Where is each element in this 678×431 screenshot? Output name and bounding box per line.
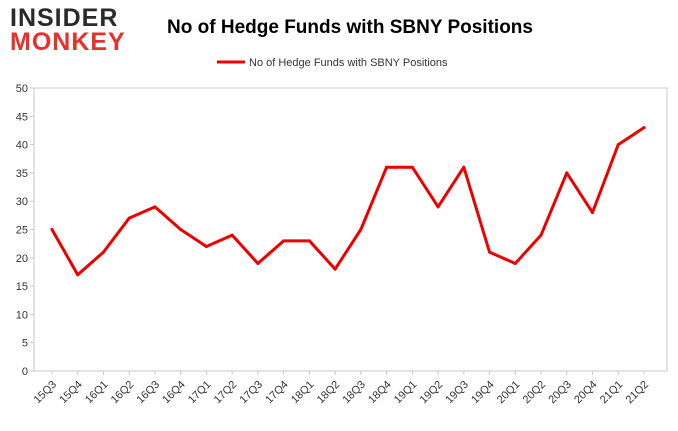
data-point (153, 205, 157, 209)
y-axis: 0 5 10 15 20 25 30 35 40 45 50 (16, 83, 34, 378)
data-point (616, 143, 620, 147)
y-tick-label: 35 (16, 168, 28, 180)
x-tick-label: 19Q4 (469, 379, 497, 407)
x-tick-label: 15Q4 (57, 379, 85, 407)
data-point (307, 239, 311, 243)
data-point (76, 273, 80, 277)
insider-monkey-logo: INSIDER MONKEY (10, 4, 126, 56)
y-tick-label: 50 (16, 83, 28, 95)
data-point (282, 239, 286, 243)
data-point (359, 228, 363, 231)
x-tick-label: 18Q4 (366, 379, 394, 407)
data-point (230, 233, 234, 237)
x-tick-label: 20Q4 (572, 379, 600, 407)
data-point (204, 244, 208, 248)
x-tick-label: 20Q2 (521, 379, 549, 407)
x-tick-label: 16Q2 (109, 379, 137, 407)
x-tick-label: 17Q3 (238, 379, 266, 407)
data-point (539, 233, 543, 237)
x-tick-label: 19Q3 (443, 379, 471, 407)
data-point (101, 250, 105, 254)
x-tick-label: 16Q3 (135, 379, 163, 407)
data-point (462, 165, 466, 169)
series-layer (50, 126, 646, 277)
data-point (488, 250, 492, 254)
data-point (256, 261, 260, 265)
data-point (591, 211, 595, 215)
x-tick-label: 17Q1 (186, 379, 214, 407)
y-tick-label: 15 (16, 281, 28, 293)
data-point (513, 261, 517, 265)
x-tick-label: 18Q2 (315, 379, 343, 407)
x-tick-label: 15Q3 (32, 379, 60, 407)
chart-title: No of Hedge Funds with SBNY Positions (167, 17, 533, 38)
y-tick-label: 25 (16, 225, 28, 237)
data-point (127, 216, 131, 220)
y-tick-label: 0 (22, 366, 28, 378)
y-tick-label: 45 (16, 111, 28, 123)
x-tick-label: 17Q4 (263, 379, 291, 407)
y-tick-label: 5 (22, 338, 28, 350)
x-tick-label: 16Q1 (83, 379, 111, 407)
logo-line-2: MONKEY (10, 28, 126, 56)
data-point (565, 171, 569, 175)
data-point (642, 126, 646, 130)
legend-label: No of Hedge Funds with SBNY Positions (249, 57, 448, 69)
y-tick-label: 20 (16, 253, 28, 265)
x-tick-label: 20Q1 (495, 379, 523, 407)
x-tick-label: 17Q2 (212, 379, 240, 407)
data-point (179, 228, 183, 231)
x-tick-label: 18Q1 (289, 379, 317, 407)
data-point (410, 165, 414, 169)
series-line (50, 126, 646, 277)
data-point (50, 228, 54, 231)
y-tick-label: 30 (16, 196, 28, 208)
data-point (333, 267, 337, 271)
y-tick-label: 40 (16, 140, 28, 152)
plot-area (33, 87, 668, 372)
x-tick-label: 18Q3 (340, 379, 368, 407)
x-axis: 15Q315Q416Q116Q216Q316Q417Q117Q217Q317Q4… (32, 371, 652, 407)
x-tick-label: 21Q2 (624, 379, 652, 407)
logo-line-1: INSIDER (10, 4, 118, 32)
data-point (436, 205, 440, 209)
legend: No of Hedge Funds with SBNY Positions (217, 57, 448, 69)
y-tick-label: 10 (16, 309, 28, 321)
data-point (385, 165, 389, 169)
x-tick-label: 20Q3 (546, 379, 574, 407)
x-tick-label: 19Q1 (392, 379, 420, 407)
x-tick-label: 21Q1 (598, 379, 626, 407)
x-tick-label: 16Q4 (160, 379, 188, 407)
x-tick-label: 19Q2 (418, 379, 446, 407)
